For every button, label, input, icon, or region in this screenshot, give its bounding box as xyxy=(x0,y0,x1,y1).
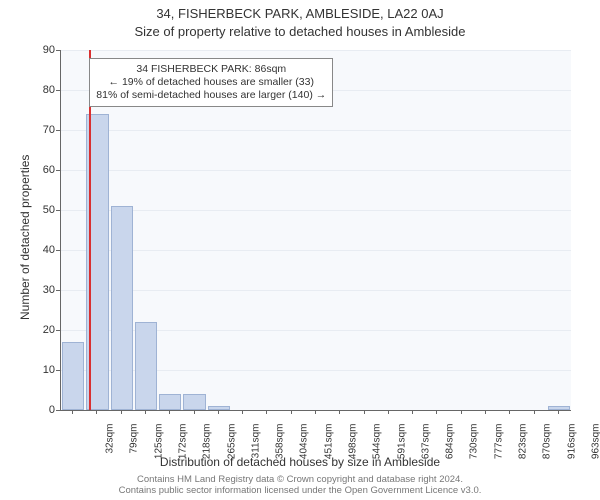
annotation-box: 34 FISHERBECK PARK: 86sqm← 19% of detach… xyxy=(89,58,333,107)
xtick-mark xyxy=(534,410,535,414)
gridline xyxy=(61,170,571,171)
ytick-label: 70 xyxy=(25,124,55,136)
ytick-label: 30 xyxy=(25,284,55,296)
histogram-bar xyxy=(135,322,157,410)
xtick-mark xyxy=(388,410,389,414)
annotation-line: ← 19% of detached houses are smaller (33… xyxy=(96,76,326,89)
xtick-mark xyxy=(121,410,122,414)
chart-title-subtitle: Size of property relative to detached ho… xyxy=(0,24,600,39)
ytick-mark xyxy=(56,410,60,411)
ytick-mark xyxy=(56,370,60,371)
ytick-label: 0 xyxy=(25,404,55,416)
plot-area: 34 FISHERBECK PARK: 86sqm← 19% of detach… xyxy=(60,50,571,411)
xtick-mark xyxy=(72,410,73,414)
xtick-mark xyxy=(315,410,316,414)
xtick-mark xyxy=(291,410,292,414)
gridline xyxy=(61,290,571,291)
ytick-mark xyxy=(56,50,60,51)
gridline xyxy=(61,210,571,211)
xtick-mark xyxy=(436,410,437,414)
ytick-mark xyxy=(56,250,60,251)
ytick-mark xyxy=(56,130,60,131)
xtick-mark xyxy=(412,410,413,414)
ytick-mark xyxy=(56,330,60,331)
annotation-line: 34 FISHERBECK PARK: 86sqm xyxy=(96,63,326,76)
ytick-label: 40 xyxy=(25,244,55,256)
footer-line-1: Contains HM Land Registry data © Crown c… xyxy=(0,474,600,485)
footer-line-2: Contains public sector information licen… xyxy=(0,485,600,496)
annotation-line: 81% of semi-detached houses are larger (… xyxy=(96,89,326,102)
xtick-mark xyxy=(558,410,559,414)
xtick-mark xyxy=(96,410,97,414)
histogram-bar xyxy=(183,394,205,410)
gridline xyxy=(61,50,571,51)
histogram-bar xyxy=(62,342,84,410)
xtick-mark xyxy=(509,410,510,414)
xtick-mark xyxy=(461,410,462,414)
xtick-mark xyxy=(242,410,243,414)
ytick-label: 10 xyxy=(25,364,55,376)
gridline xyxy=(61,130,571,131)
ytick-label: 50 xyxy=(25,204,55,216)
x-axis-label: Distribution of detached houses by size … xyxy=(0,455,600,469)
ytick-mark xyxy=(56,90,60,91)
ytick-label: 20 xyxy=(25,324,55,336)
ytick-mark xyxy=(56,290,60,291)
xtick-mark xyxy=(194,410,195,414)
footer-attribution: Contains HM Land Registry data © Crown c… xyxy=(0,474,600,497)
gridline xyxy=(61,250,571,251)
histogram-bar xyxy=(159,394,181,410)
chart-title-address: 34, FISHERBECK PARK, AMBLESIDE, LA22 0AJ xyxy=(0,6,600,21)
chart-container: 34, FISHERBECK PARK, AMBLESIDE, LA22 0AJ… xyxy=(0,0,600,500)
ytick-label: 60 xyxy=(25,164,55,176)
ytick-mark xyxy=(56,170,60,171)
xtick-mark xyxy=(485,410,486,414)
xtick-mark xyxy=(169,410,170,414)
xtick-mark xyxy=(218,410,219,414)
histogram-bar xyxy=(111,206,133,410)
xtick-mark xyxy=(364,410,365,414)
ytick-label: 80 xyxy=(25,84,55,96)
ytick-label: 90 xyxy=(25,44,55,56)
xtick-mark xyxy=(339,410,340,414)
ytick-mark xyxy=(56,210,60,211)
xtick-mark xyxy=(266,410,267,414)
xtick-mark xyxy=(145,410,146,414)
